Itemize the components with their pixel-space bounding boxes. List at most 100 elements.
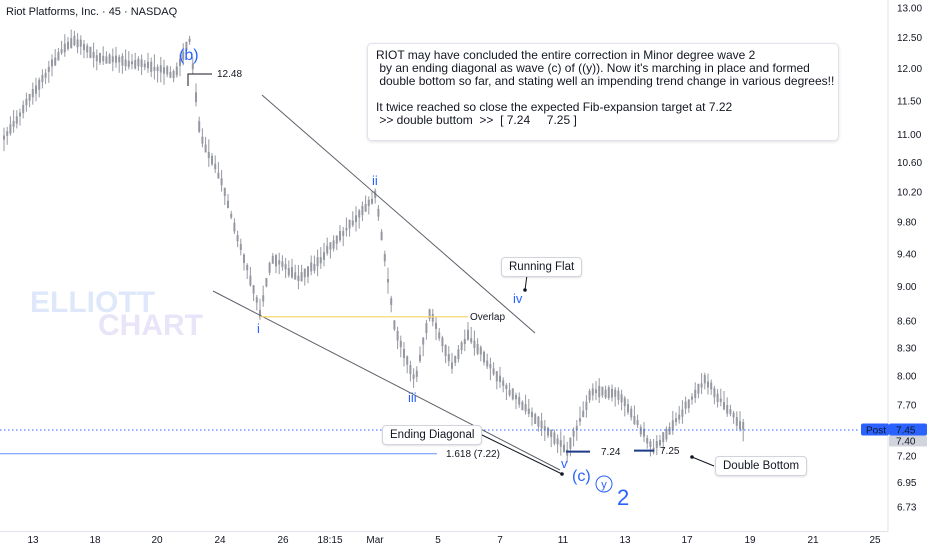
candle-body [191, 63, 194, 70]
candle-body [89, 46, 92, 59]
ending-diagonal-callout[interactable]: Ending Diagonal [382, 425, 483, 445]
candle-body [291, 267, 293, 278]
candle-body [300, 272, 303, 282]
running-flat-callout[interactable]: Running Flat [501, 257, 583, 277]
candle-body [585, 401, 588, 410]
wave-label-iii: iii [408, 390, 417, 405]
running-flat-pointer-dot [523, 288, 527, 292]
candle-body [351, 220, 354, 226]
candle-body [201, 136, 204, 144]
candle-body [611, 388, 613, 398]
candle-body [550, 429, 553, 438]
upper-trendline [261, 94, 536, 334]
b-high-marker [187, 73, 212, 86]
candle-body [729, 409, 732, 414]
candle-body [361, 205, 364, 216]
candle-body [326, 245, 329, 254]
candle-body [390, 298, 393, 305]
candle-body [419, 354, 421, 361]
candle-body [556, 438, 559, 445]
candle-body [262, 295, 265, 302]
candle-body [60, 49, 63, 54]
x-tick-label: 24 [214, 535, 226, 546]
candle-body [643, 428, 645, 437]
y-tick-label: 13.00 [897, 4, 922, 15]
candle-body [547, 427, 549, 436]
candle-body [569, 437, 572, 449]
candle-body [175, 66, 178, 76]
candle-body [79, 39, 82, 47]
y-tick-label: 9.00 [897, 282, 917, 293]
double-bottom-callout[interactable]: Double Bottom [715, 456, 808, 476]
candle-body [134, 59, 137, 69]
y-tick-label: 8.00 [897, 371, 917, 382]
candle-body [553, 432, 556, 444]
candle-body [646, 438, 649, 444]
candle-body [521, 401, 524, 411]
x-tick-label: 7 [497, 535, 503, 546]
analysis-note[interactable]: RIOT may have concluded the entire corre… [367, 43, 839, 141]
candle-body [255, 297, 258, 303]
candle-body [121, 55, 124, 66]
candle-body [95, 55, 98, 62]
candle-body [265, 277, 268, 287]
candle-body [537, 416, 540, 427]
y-tick-label: 9.80 [897, 218, 917, 229]
wave-circle-y [595, 475, 613, 493]
candle-body [323, 252, 325, 260]
candle-body [223, 187, 226, 196]
candle-body [559, 440, 562, 447]
candle-body [185, 41, 188, 51]
candle-body [47, 66, 50, 72]
overlap-label: Overlap [470, 312, 505, 323]
candle-body [601, 386, 604, 396]
candle-body [239, 244, 242, 250]
candle-body [691, 396, 693, 400]
candle-body [156, 66, 159, 72]
x-tick-label: 18:15 [317, 535, 342, 546]
candle-body [28, 93, 31, 101]
candle-body [57, 52, 60, 61]
candle-body [383, 254, 386, 262]
candle-body [697, 383, 700, 394]
candle-body [207, 152, 210, 158]
price-tag-value-2: 7.40 [896, 436, 916, 447]
symbol-title[interactable]: Riot Platforms, Inc. · 45 · NASDAQ [6, 6, 178, 18]
candle-body [483, 351, 485, 363]
candle-body [76, 39, 79, 48]
lower-trendline [212, 290, 561, 471]
candle-body [726, 405, 729, 414]
candle-body [716, 393, 719, 403]
candle-body [588, 390, 591, 401]
candle-body [457, 349, 460, 360]
candle-body [518, 396, 521, 405]
candle-body [38, 79, 41, 90]
x-tick-label: 11 [558, 535, 569, 546]
fib-target-label: 1.618 (7.22) [446, 449, 500, 460]
candle-body [492, 368, 495, 375]
candle-body [444, 344, 447, 356]
x-tick-label: 5 [435, 535, 441, 546]
candle-body [284, 264, 287, 270]
candle-body [460, 342, 463, 351]
candle-body [639, 427, 642, 435]
candle-body [380, 231, 383, 241]
candle-body [99, 52, 101, 63]
candle-body [182, 51, 185, 60]
x-tick-label: 26 [277, 535, 289, 546]
candle-body [233, 222, 236, 232]
candle-body [540, 420, 543, 429]
y-tick-label: 10.60 [897, 158, 922, 169]
candle-body [319, 257, 322, 264]
b-high-label: 12.48 [217, 69, 242, 80]
candle-body [572, 430, 575, 437]
double-bottom-pointer-dot [690, 455, 694, 459]
candle-body [41, 75, 44, 83]
candle-body [476, 343, 479, 354]
x-tick-label: Mar [366, 535, 384, 546]
candle-body [268, 262, 271, 273]
candle-body [303, 268, 306, 278]
note-line-1: RIOT may have concluded the entire corre… [376, 48, 756, 62]
x-tick-label: 18 [89, 535, 101, 546]
